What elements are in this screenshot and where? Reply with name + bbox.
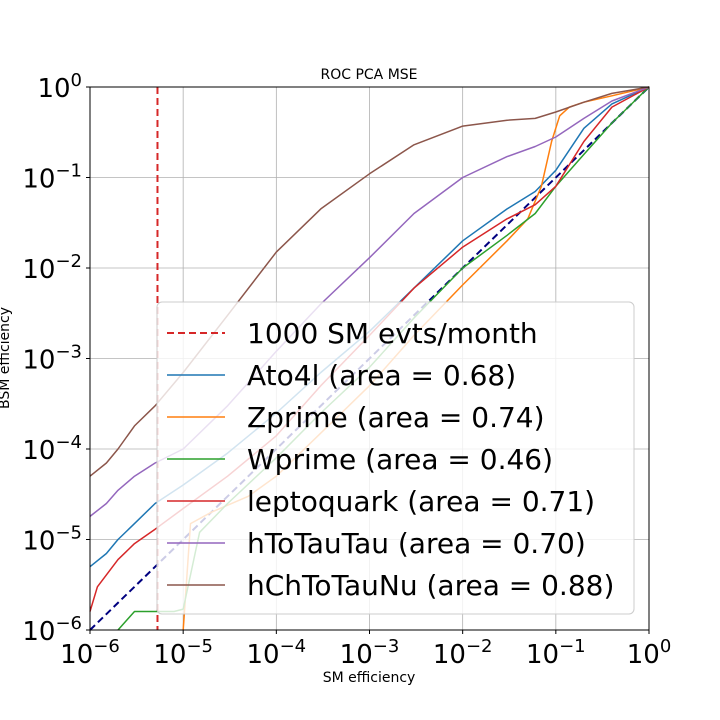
- legend-label: Ato4l (area = 0.68): [247, 359, 516, 392]
- x-tick-label: 100: [627, 636, 672, 670]
- legend-label: Wprime (area = 0.46): [247, 443, 553, 476]
- x-tick-label: 10−3: [340, 636, 400, 670]
- x-tick-label: 10−6: [60, 636, 120, 670]
- legend-box: [156, 301, 635, 615]
- y-tick-label: 10−3: [22, 342, 82, 376]
- x-tick-label: 10−5: [153, 636, 213, 670]
- legend-label: hChToTauNu (area = 0.88): [247, 569, 614, 602]
- series-line-5: [89, 86, 650, 477]
- y-tick-label: 10−6: [22, 613, 82, 647]
- legend-label: 1000 SM evts/month: [247, 317, 538, 350]
- legend-label: hToTauTau (area = 0.70): [247, 527, 586, 560]
- y-tick-label: 10−4: [22, 432, 82, 466]
- axis-ticks: 10−6 10−5 10−4 10−3 10−2 10−1 100 10−6 10−5 10−4 1…: [22, 70, 671, 670]
- y-tick-label: 10−1: [22, 161, 82, 195]
- x-tick-label: 10−4: [247, 636, 307, 670]
- legend-label: leptoquark (area = 0.71): [247, 485, 595, 518]
- y-tick-label: 100: [37, 70, 82, 104]
- chart-title: ROC PCA MSE: [320, 67, 417, 83]
- x-tick-label: 10−1: [526, 636, 586, 670]
- x-tick-label: 10−2: [433, 636, 493, 670]
- series-line-4: [89, 86, 650, 517]
- legend-label: Zprime (area = 0.74): [247, 401, 545, 434]
- y-axis-label: BSM efficiency: [0, 307, 13, 409]
- y-tick-label: 10−5: [22, 523, 82, 557]
- y-tick-label: 10−2: [22, 251, 82, 285]
- x-axis-label: SM efficiency: [323, 670, 416, 686]
- legend: 1000 SM evts/month Ato4l (area = 0.68) Zpr…: [156, 301, 635, 615]
